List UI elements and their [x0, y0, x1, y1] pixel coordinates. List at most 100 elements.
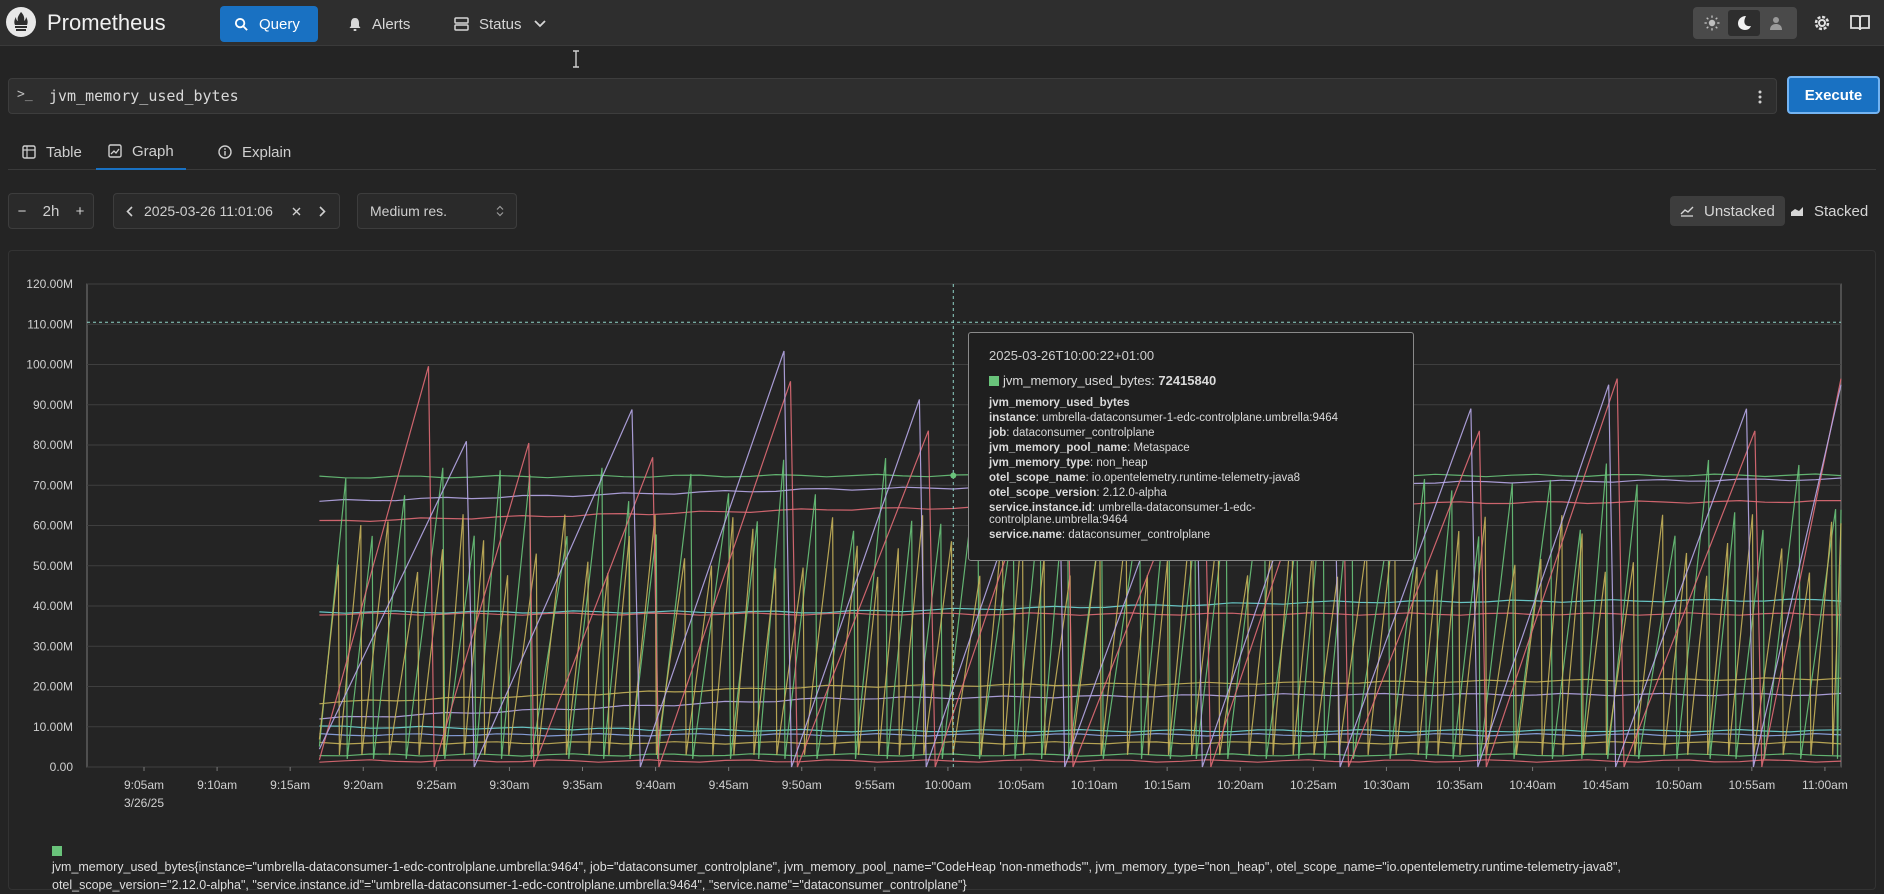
resolution-value: Medium res. [370, 203, 448, 219]
tooltip-label-value: : 2.12.0-alpha [1096, 487, 1167, 499]
search-icon [234, 17, 249, 32]
range-decrease-button[interactable]: − [17, 202, 27, 220]
sun-icon[interactable] [1696, 10, 1728, 36]
tooltip-metric-name: jvm_memory_used_bytes [989, 397, 1130, 409]
tooltip-label-key: jvm_memory_pool_name [989, 442, 1128, 454]
unstacked-button[interactable]: Unstacked [1670, 196, 1785, 226]
expression-input[interactable]: >_ jvm_memory_used_bytes [8, 78, 1777, 114]
tooltip-time: 2025-03-26T10:00:22+01:00 [989, 348, 1155, 363]
x-tick-label: 9:50am [782, 778, 822, 792]
tooltip-label-row: instance: umbrella-dataconsumer-1-edc-co… [989, 412, 1393, 424]
chevron-right-icon[interactable] [308, 205, 336, 217]
x-date-label: 3/26/25 [124, 796, 164, 810]
tab-table-label: Table [46, 143, 82, 161]
legend-entry[interactable]: jvm_memory_used_bytes{instance="umbrella… [52, 860, 1621, 892]
hover-tooltip: 2025-03-26T10:00:22+01:00 jvm_memory_use… [968, 332, 1414, 561]
chevron-left-icon[interactable] [114, 205, 144, 217]
tab-explain[interactable]: Explain [206, 134, 303, 170]
tooltip-label-row: service.instance.id: umbrella-dataconsum… [989, 502, 1393, 526]
series-line [318, 458, 1842, 759]
cursor-point [950, 472, 957, 479]
tooltip-label-key: service.instance.id [989, 502, 1092, 514]
y-tick-label: 50.00M [33, 559, 73, 573]
nav-alerts-button[interactable]: Alerts [334, 6, 424, 42]
series-line [319, 725, 1842, 733]
x-tick-label: 9:15am [270, 778, 310, 792]
legend-color-swatch[interactable] [52, 846, 62, 856]
resolution-select[interactable]: Medium res. [357, 193, 517, 229]
x-tick-label: 9:05am [124, 778, 164, 792]
series-line [318, 514, 1842, 755]
y-tick-label: 10.00M [33, 720, 73, 734]
x-tick-label: 9:35am [562, 778, 602, 792]
clear-icon[interactable] [284, 207, 308, 216]
x-tick-label: 10:45am [1582, 778, 1629, 792]
info-icon [218, 145, 232, 159]
series-line [319, 740, 1842, 745]
nav-query-button[interactable]: Query [220, 6, 318, 42]
tab-explain-label: Explain [242, 143, 292, 161]
tooltip-label-row: service.name: dataconsumer_controlplane [989, 529, 1393, 541]
moon-icon[interactable] [1728, 10, 1760, 36]
execute-button[interactable]: Execute [1787, 76, 1880, 114]
x-tick-label: 10:50am [1655, 778, 1702, 792]
tab-graph[interactable]: Graph [96, 134, 186, 170]
series-line [319, 598, 1842, 614]
tooltip-series: jvm_memory_used_bytes: 72415840 [989, 373, 1393, 388]
tooltip-label-row: jvm_memory_type: non_heap [989, 457, 1393, 469]
x-tick-label: 9:45am [709, 778, 749, 792]
x-tick-label: 10:00am [925, 778, 972, 792]
bell-icon [348, 17, 362, 32]
x-tick-label: 10:10am [1071, 778, 1118, 792]
tab-graph-label: Graph [132, 142, 174, 160]
y-tick-label: 80.00M [33, 438, 73, 452]
x-tick-label: 10:25am [1290, 778, 1337, 792]
tooltip-label-key: job [989, 427, 1007, 439]
prompt-icon: >_ [17, 87, 33, 102]
stacked-button[interactable]: Stacked [1780, 196, 1878, 226]
tooltip-label-row: otel_scope_version: 2.12.0-alpha [989, 487, 1393, 499]
auto-icon[interactable] [1760, 10, 1792, 36]
range-control: − 2h + [8, 193, 94, 229]
y-tick-label: 0.00 [50, 760, 74, 774]
graph-panel: 120.00M 110.00M 100.00M 90.00M 80.00M 70.00M 6… [8, 250, 1876, 890]
chevron-down-icon [533, 20, 546, 28]
x-tick-label: 10:30am [1363, 778, 1410, 792]
y-tick-label: 40.00M [33, 599, 73, 613]
tooltip-label-value: : io.opentelemetry.runtime-telemetry-jav… [1085, 472, 1301, 484]
tooltip-label-value: : dataconsumer_controlplane [1006, 427, 1155, 439]
nav-status-label: Status [479, 15, 522, 33]
end-time-input[interactable]: 2025-03-26 11:01:06 [144, 203, 273, 219]
tooltip-label-key: jvm_memory_type [989, 457, 1090, 469]
x-tick-label: 9:25am [416, 778, 456, 792]
series-line [319, 732, 1842, 737]
tooltip-label-row: job: dataconsumer_controlplane [989, 427, 1393, 439]
chart-icon [108, 144, 122, 158]
expression-text[interactable]: jvm_memory_used_bytes [49, 87, 239, 105]
more-options-icon[interactable] [1752, 87, 1768, 107]
book-icon[interactable] [1846, 9, 1874, 37]
tab-table[interactable]: Table [10, 134, 94, 170]
tooltip-label-value: : umbrella-dataconsumer-1-edc-controlpla… [989, 502, 1256, 526]
tooltip-label-key: otel_scope_version [989, 487, 1097, 499]
nav-status-button[interactable]: Status [440, 6, 560, 42]
stacked-label: Stacked [1814, 202, 1869, 220]
x-tick-label: 9:20am [343, 778, 383, 792]
tooltip-label-key: otel_scope_name [989, 472, 1086, 484]
tooltip-label-row: otel_scope_name: io.opentelemetry.runtim… [989, 472, 1393, 484]
tooltip-label-key: service.name [989, 529, 1062, 541]
time-series-chart[interactable]: 120.00M 110.00M 100.00M 90.00M 80.00M 70.00M 6… [9, 251, 1876, 890]
brand-title[interactable]: Prometheus [47, 10, 166, 35]
x-tick-label: 9:10am [197, 778, 237, 792]
x-tick-label: 10:55am [1728, 778, 1775, 792]
settings-gear-icon[interactable] [1808, 9, 1836, 37]
range-value[interactable]: 2h [42, 202, 60, 220]
prometheus-logo-icon[interactable] [6, 7, 36, 37]
x-tick-label: 10:20am [1217, 778, 1264, 792]
range-increase-button[interactable]: + [75, 202, 85, 220]
series-line [318, 366, 1842, 768]
nav-alerts-label: Alerts [372, 15, 411, 33]
y-tick-label: 20.00M [33, 680, 73, 694]
series-line [318, 350, 1842, 768]
series-line [319, 753, 1842, 757]
